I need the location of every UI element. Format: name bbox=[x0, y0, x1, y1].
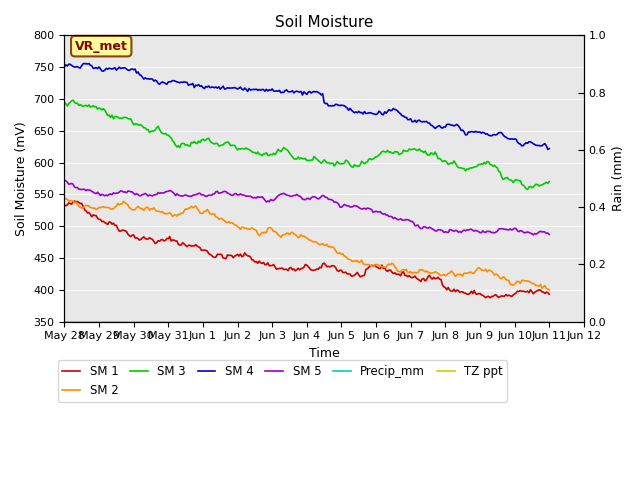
TZ ppt bbox=[70, 319, 78, 324]
Precip_mm bbox=[446, 319, 454, 324]
SM 3 bbox=[72, 101, 80, 107]
SM 2 bbox=[447, 268, 455, 274]
SM 2 bbox=[442, 273, 449, 279]
SM 1 bbox=[212, 254, 220, 260]
Precip_mm bbox=[545, 319, 553, 324]
SM 3 bbox=[61, 99, 68, 105]
SM 2 bbox=[61, 196, 68, 202]
SM 2 bbox=[545, 287, 553, 293]
Legend: SM 1, SM 2, SM 3, SM 4, SM 5, Precip_mm, TZ ppt: SM 1, SM 2, SM 3, SM 4, SM 5, Precip_mm,… bbox=[58, 360, 508, 402]
SM 4 bbox=[442, 124, 449, 130]
SM 5 bbox=[446, 227, 454, 233]
SM 4 bbox=[61, 64, 68, 70]
SM 1 bbox=[431, 276, 439, 282]
Line: SM 5: SM 5 bbox=[65, 180, 549, 235]
SM 5 bbox=[70, 184, 78, 190]
TZ ppt bbox=[328, 319, 335, 324]
SM 4 bbox=[70, 64, 78, 70]
TZ ppt bbox=[446, 319, 454, 324]
Precip_mm bbox=[70, 319, 78, 324]
SM 4 bbox=[212, 84, 220, 90]
TZ ppt bbox=[61, 319, 68, 324]
X-axis label: Time: Time bbox=[308, 347, 339, 360]
SM 1 bbox=[61, 202, 68, 208]
SM 5 bbox=[61, 178, 68, 183]
SM 2 bbox=[431, 269, 439, 275]
Line: SM 4: SM 4 bbox=[65, 63, 549, 149]
SM 3 bbox=[69, 97, 77, 103]
SM 4 bbox=[447, 122, 455, 128]
SM 1 bbox=[545, 291, 553, 297]
SM 4 bbox=[81, 60, 88, 66]
SM 3 bbox=[431, 149, 439, 155]
SM 4 bbox=[431, 126, 439, 132]
SM 2 bbox=[72, 199, 80, 205]
Line: SM 1: SM 1 bbox=[65, 201, 549, 298]
SM 3 bbox=[442, 158, 449, 164]
Y-axis label: Soil Moisture (mV): Soil Moisture (mV) bbox=[15, 121, 28, 236]
Line: SM 3: SM 3 bbox=[65, 100, 549, 190]
Line: SM 2: SM 2 bbox=[65, 199, 549, 290]
SM 5 bbox=[430, 227, 438, 233]
Precip_mm bbox=[430, 319, 438, 324]
SM 3 bbox=[447, 160, 455, 166]
Y-axis label: Rain (mm): Rain (mm) bbox=[612, 145, 625, 211]
SM 5 bbox=[545, 231, 553, 237]
TZ ppt bbox=[440, 319, 448, 324]
SM 2 bbox=[212, 214, 220, 220]
SM 3 bbox=[545, 179, 553, 184]
SM 5 bbox=[529, 232, 537, 238]
SM 5 bbox=[328, 197, 335, 203]
SM 1 bbox=[447, 288, 455, 294]
SM 4 bbox=[329, 103, 337, 108]
SM 5 bbox=[211, 191, 218, 197]
SM 2 bbox=[62, 196, 70, 202]
Precip_mm bbox=[440, 319, 448, 324]
Text: VR_met: VR_met bbox=[75, 40, 127, 53]
SM 1 bbox=[70, 198, 78, 204]
SM 5 bbox=[440, 229, 448, 235]
Precip_mm bbox=[211, 319, 218, 324]
Precip_mm bbox=[328, 319, 335, 324]
SM 4 bbox=[544, 146, 552, 152]
Precip_mm bbox=[61, 319, 68, 324]
SM 1 bbox=[329, 263, 337, 268]
SM 4 bbox=[545, 146, 553, 152]
TZ ppt bbox=[545, 319, 553, 324]
SM 3 bbox=[329, 160, 337, 166]
SM 1 bbox=[72, 199, 80, 205]
Title: Soil Moisture: Soil Moisture bbox=[275, 15, 373, 30]
SM 2 bbox=[329, 244, 337, 250]
TZ ppt bbox=[211, 319, 218, 324]
SM 3 bbox=[524, 187, 531, 192]
SM 1 bbox=[442, 285, 449, 290]
SM 1 bbox=[486, 295, 494, 300]
TZ ppt bbox=[430, 319, 438, 324]
SM 3 bbox=[212, 141, 220, 146]
